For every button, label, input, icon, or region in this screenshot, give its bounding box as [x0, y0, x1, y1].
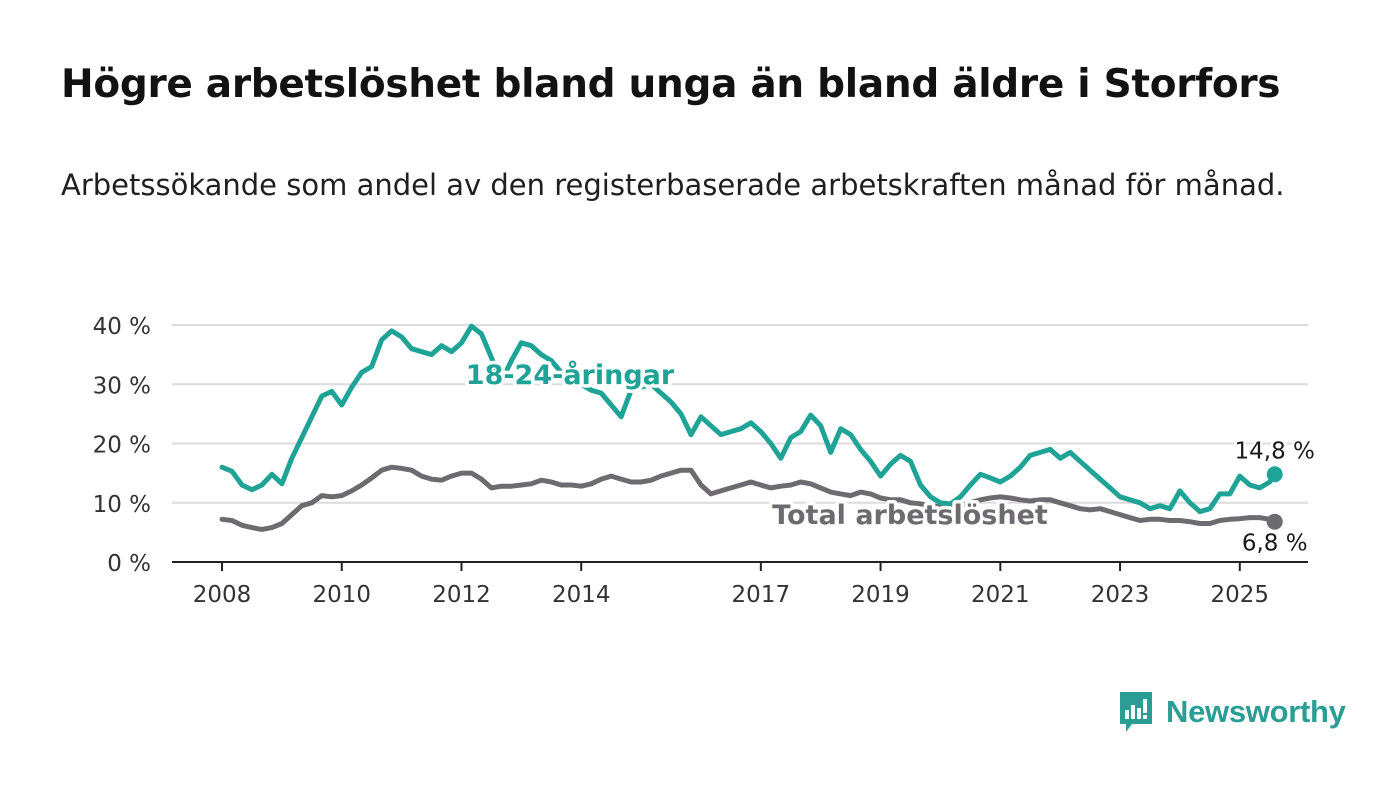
x-tick-label: 2021 [971, 582, 1030, 608]
newsworthy-logo: Newsworthy [1118, 690, 1346, 734]
y-tick-label: 0 % [107, 551, 151, 577]
logo-text: Newsworthy [1166, 694, 1346, 729]
x-tick-label: 2010 [312, 582, 371, 608]
x-tick-label: 2008 [193, 582, 252, 608]
x-tick-label: 2025 [1211, 582, 1270, 608]
x-tick-label: 2023 [1091, 582, 1150, 608]
y-tick-label: 20 % [93, 433, 151, 459]
bar-chart-speech-bubble-icon [1120, 692, 1152, 732]
series-line-total [219, 464, 1278, 532]
series-label-total: Total arbetslöshet [772, 500, 1048, 531]
chart-subtitle: Arbetssökande som andel av den registerb… [61, 168, 1285, 202]
y-tick-label: 40 % [93, 314, 151, 340]
y-tick-label: 30 % [93, 373, 151, 399]
series-label-youth: 18-24-åringar [466, 359, 675, 391]
chart-title: Högre arbetslöshet bland unga än bland ä… [61, 62, 1281, 107]
x-tick-label: 2014 [552, 582, 611, 608]
x-tick-label: 2019 [851, 582, 910, 608]
end-label-total: 6,8 % [1242, 531, 1308, 557]
x-tick-label: 2012 [432, 582, 491, 608]
series-line-youth [219, 323, 1278, 515]
end-label-youth: 14,8 % [1235, 438, 1315, 464]
end-marker-youth [1266, 466, 1283, 483]
x-tick-label: 2017 [732, 582, 791, 608]
y-tick-label: 10 % [93, 492, 151, 518]
end-marker-total [1266, 513, 1283, 530]
